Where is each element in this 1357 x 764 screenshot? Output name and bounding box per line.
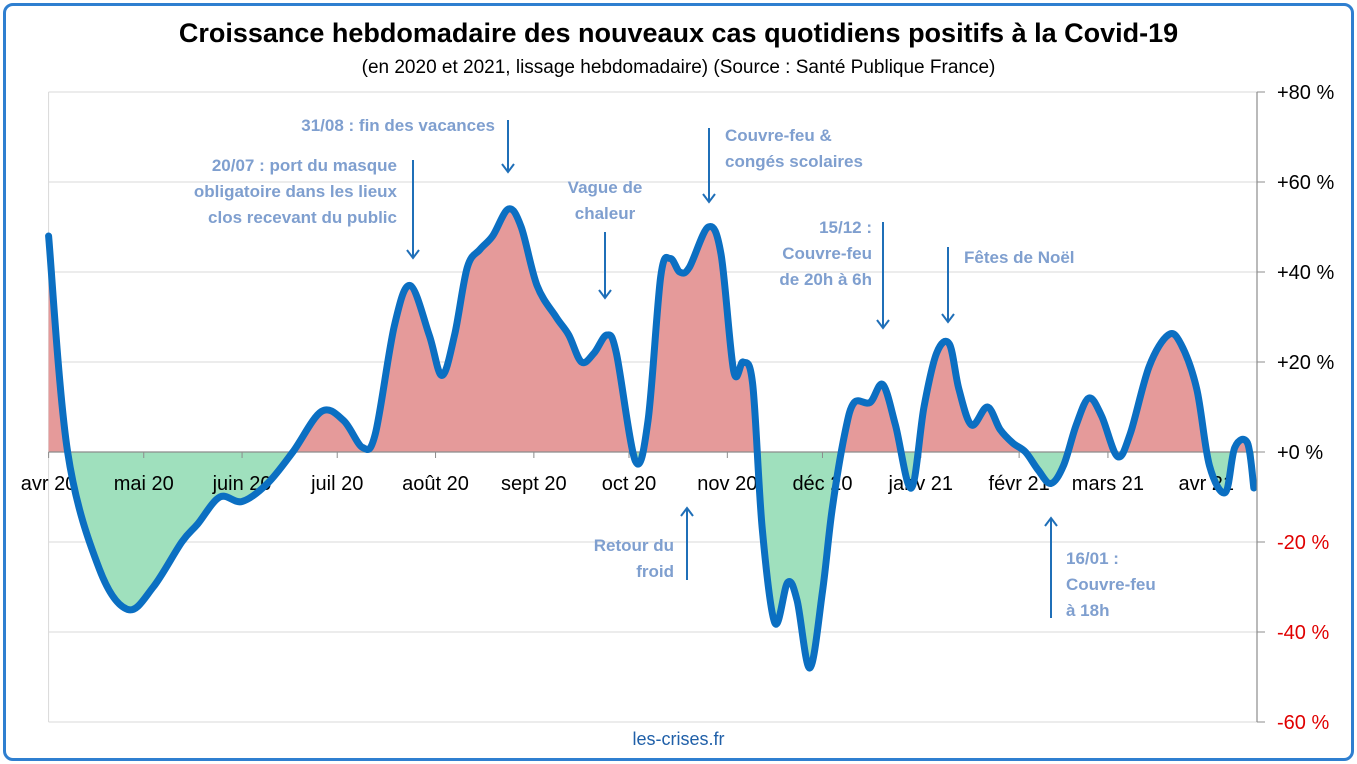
annotation-line: 31/08 : fin des vacances xyxy=(301,116,495,135)
negative-area xyxy=(48,452,1254,669)
series-line xyxy=(45,205,1258,672)
y-tick-label: +0 % xyxy=(1277,442,1323,464)
annotation-couvrefeu-20h: 15/12 : Couvre-feu de 20h à 6h xyxy=(752,215,872,293)
x-tick-label: déc 20 xyxy=(792,473,852,495)
chart-title: Croissance hebdomadaire des nouveaux cas… xyxy=(178,18,1179,48)
arrow-head-icon xyxy=(941,313,955,324)
x-tick-label: nov 20 xyxy=(697,473,757,495)
y-tick-label: +80 % xyxy=(1277,82,1334,104)
annotation-line: 20/07 : port du masque xyxy=(211,156,397,175)
x-tick-label: juil 20 xyxy=(310,473,363,495)
annotation-vacances: 31/08 : fin des vacances xyxy=(250,113,495,139)
annotation-masque: 20/07 : port du masque obligatoire dans … xyxy=(150,153,397,231)
annotation-noel: Fêtes de Noël xyxy=(964,245,1075,271)
annotation-line: de 20h à 6h xyxy=(779,270,872,289)
annotation-line: 15/12 : xyxy=(819,218,872,237)
annotation-chaleur: Vague de chaleur xyxy=(545,175,665,227)
chart-subtitle: (en 2020 et 2021, lissage hebdomadaire) … xyxy=(361,57,996,78)
annotation-line: obligatoire dans les lieux xyxy=(193,182,397,201)
annotation-line: chaleur xyxy=(574,204,636,223)
annotation-line: Couvre-feu xyxy=(782,244,872,263)
annotation-line: clos recevant du public xyxy=(208,208,397,227)
y-tick-label: +60 % xyxy=(1277,172,1334,194)
x-tick-label: mai 20 xyxy=(114,473,174,495)
y-tick-label: +20 % xyxy=(1277,352,1334,374)
frame-border xyxy=(3,3,1354,761)
arrow-head-icon xyxy=(876,319,890,330)
y-tick-label: -40 % xyxy=(1277,622,1329,644)
annotation-line: Retour du xyxy=(593,536,674,555)
arrow-head-icon xyxy=(680,506,694,517)
annotation-couvrefeu-18h: 16/01 : Couvre-feu à 18h xyxy=(1066,546,1156,624)
x-tick-label: sept 20 xyxy=(501,473,567,495)
arrow-head-icon xyxy=(1044,516,1058,527)
annotation-line: 16/01 : xyxy=(1066,549,1119,568)
annotation-line: Couvre-feu xyxy=(1066,575,1156,594)
annotation-line: Couvre-feu & xyxy=(725,126,832,145)
source-credit: les-crises.fr xyxy=(632,729,725,749)
annotation-froid: Retour du froid xyxy=(560,533,674,585)
x-tick-label: janv 21 xyxy=(888,473,954,495)
arrow-head-icon xyxy=(702,193,716,204)
annotation-line: froid xyxy=(636,562,674,581)
x-tick-label: oct 20 xyxy=(602,473,656,495)
annotation-couvrefeu-conges: Couvre-feu & congés scolaires xyxy=(725,123,863,175)
y-tick-label: -20 % xyxy=(1277,532,1329,554)
y-tick-label: +40 % xyxy=(1277,262,1334,284)
x-tick-label: févr 21 xyxy=(989,473,1050,495)
annotation-line: Vague de xyxy=(567,178,643,197)
y-tick-label: -60 % xyxy=(1277,712,1329,734)
annotation-line: congés scolaires xyxy=(725,152,863,171)
arrow-head-icon xyxy=(598,289,612,300)
positive-area xyxy=(48,208,1254,452)
annotation-line: à 18h xyxy=(1066,601,1110,620)
arrow-head-icon xyxy=(406,249,420,260)
x-tick-label: mars 21 xyxy=(1072,473,1144,495)
annotation-line: Fêtes de Noël xyxy=(964,248,1075,267)
x-tick-label: avr 20 xyxy=(21,473,77,495)
arrow-head-icon xyxy=(501,163,515,174)
x-tick-label: août 20 xyxy=(402,473,469,495)
